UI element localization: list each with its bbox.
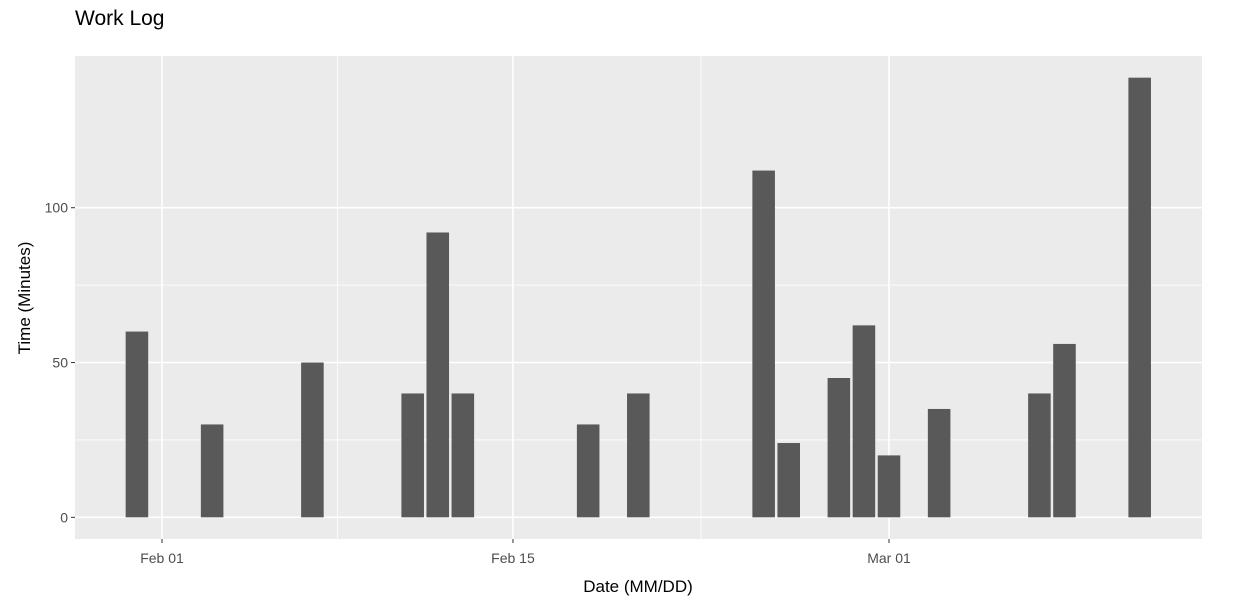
- x-tick-label: Feb 15: [491, 550, 535, 566]
- bars: [125, 77, 1151, 518]
- bar: [1053, 343, 1076, 518]
- x-axis-ticks: Feb 01 Feb 15 Mar 01: [140, 539, 911, 566]
- bar: [301, 362, 324, 518]
- bar: [777, 443, 801, 518]
- bar: [627, 393, 650, 518]
- bar: [1128, 77, 1151, 518]
- bar: [451, 393, 475, 518]
- y-tick-label: 0: [60, 509, 68, 525]
- bar: [125, 331, 149, 518]
- x-tick-label: Mar 01: [867, 550, 911, 566]
- y-axis-ticks: 0 50 100: [45, 200, 75, 525]
- bar: [1028, 393, 1051, 518]
- bar: [852, 325, 876, 518]
- bar: [576, 424, 600, 518]
- bar: [877, 455, 901, 518]
- bar: [401, 393, 424, 518]
- bar: [752, 170, 775, 518]
- bar: [426, 232, 450, 518]
- y-tick-label: 100: [45, 200, 69, 216]
- y-axis-title: Time (Minutes): [15, 242, 34, 355]
- x-axis-title: Date (MM/DD): [583, 577, 693, 596]
- chart-title: Work Log: [75, 7, 165, 30]
- x-tick-label: Feb 01: [140, 550, 184, 566]
- y-tick-label: 50: [52, 355, 68, 371]
- bar: [200, 424, 224, 518]
- bar: [827, 378, 851, 518]
- bar: [927, 408, 951, 518]
